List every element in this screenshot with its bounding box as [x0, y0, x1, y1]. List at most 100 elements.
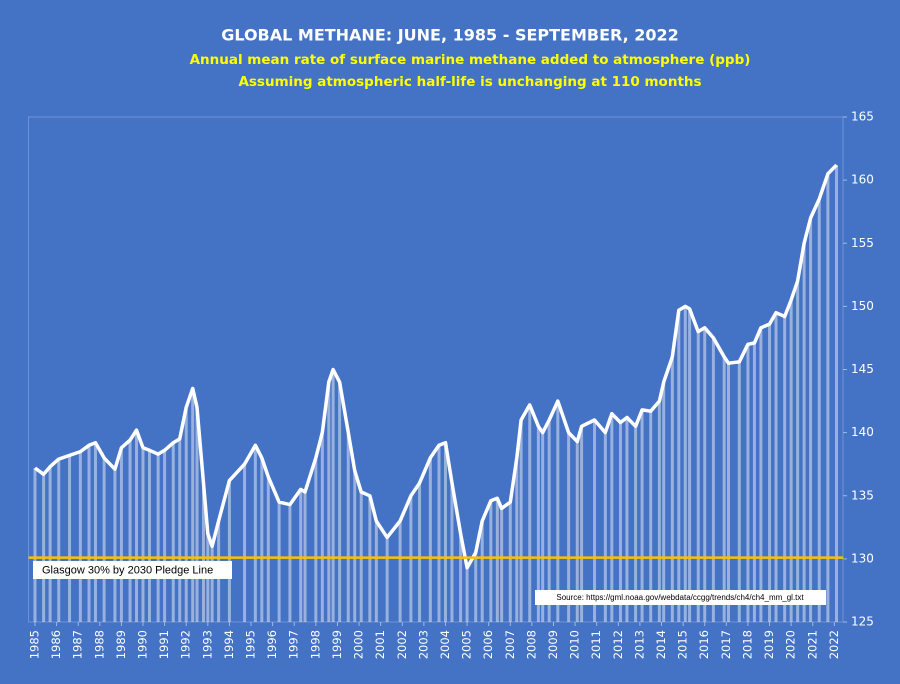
bar	[195, 407, 199, 622]
x-tick-label: 2020	[784, 630, 798, 659]
x-tick-label: 1996	[265, 630, 279, 659]
bar	[243, 464, 247, 622]
bar	[227, 480, 231, 622]
bar	[726, 363, 730, 622]
bar	[128, 440, 132, 622]
bar	[536, 426, 540, 622]
bar	[603, 432, 607, 622]
chart-subtitle: Annual mean rate of surface marine metha…	[190, 52, 751, 68]
y-tick-label: 135	[851, 488, 874, 502]
x-tick-label: 1999	[330, 630, 344, 659]
x-tick-label: 1993	[200, 630, 214, 659]
bar	[480, 521, 484, 622]
x-tick-label: 2004	[438, 630, 452, 659]
bar	[826, 173, 830, 622]
bar	[353, 470, 357, 622]
bar	[87, 445, 91, 622]
y-tick-label: 125	[851, 615, 874, 629]
x-tick-label: 2019	[762, 630, 776, 659]
bar	[817, 199, 821, 622]
y-tick-label: 140	[851, 425, 874, 439]
bar	[809, 218, 813, 622]
bar	[288, 504, 292, 622]
bar	[662, 382, 666, 622]
chart-title: GLOBAL METHANE: JUNE, 1985 - SEPTEMBER, …	[221, 26, 679, 45]
bar	[163, 450, 167, 622]
x-tick-label: 2001	[373, 630, 387, 659]
bar	[796, 281, 800, 622]
y-tick-label: 165	[851, 110, 874, 124]
bar	[640, 409, 644, 622]
x-tick-label: 2013	[632, 630, 646, 659]
bar	[33, 467, 37, 622]
x-tick-label: 2006	[481, 630, 495, 659]
bar	[141, 447, 145, 622]
y-tick-label: 160	[851, 173, 874, 187]
bar	[368, 495, 372, 622]
x-tick-label: 1995	[244, 630, 258, 659]
bar	[711, 337, 715, 622]
bar	[184, 407, 188, 622]
bar	[450, 483, 454, 622]
x-tick-label: 2016	[697, 630, 711, 659]
bar	[835, 164, 839, 622]
reference-label: Glasgow 30% by 2030 Pledge Line	[42, 564, 213, 576]
x-tick-label: 2021	[805, 630, 819, 659]
bar	[374, 521, 378, 622]
bar	[746, 344, 750, 622]
x-tick-label: 2000	[352, 630, 366, 659]
bar	[135, 430, 139, 622]
bar	[459, 533, 463, 622]
x-tick-label: 2014	[654, 630, 668, 659]
bar	[703, 327, 707, 622]
bar	[541, 432, 545, 622]
x-tick-label: 2007	[503, 630, 517, 659]
x-tick-label: 1989	[114, 630, 128, 659]
x-tick-label: 2003	[416, 630, 430, 659]
bar	[346, 432, 350, 622]
bar	[783, 316, 787, 622]
bar	[610, 413, 614, 622]
y-tick-label: 150	[851, 299, 874, 313]
bar	[670, 356, 674, 622]
bar	[495, 498, 499, 622]
bar	[657, 401, 661, 622]
bar	[437, 445, 441, 622]
bar	[260, 457, 264, 622]
bar	[737, 361, 741, 622]
x-tick-label: 2018	[740, 630, 754, 659]
x-tick-label: 1998	[308, 630, 322, 659]
chart-subtitle: Assuming atmospheric half-life is unchan…	[238, 74, 701, 90]
source-text: Source: https://gml.noaa.gov/webdata/ccg…	[556, 593, 804, 602]
bar	[556, 401, 560, 622]
bar	[48, 466, 52, 622]
series-line	[33, 163, 838, 570]
bar	[580, 426, 584, 622]
reference-label-box	[33, 561, 232, 579]
bar	[683, 306, 687, 622]
bar	[266, 476, 270, 622]
bar	[802, 243, 806, 622]
y-tick-label: 155	[851, 236, 874, 250]
bar	[774, 312, 778, 622]
bar	[634, 426, 638, 622]
bar	[299, 489, 303, 622]
bar	[768, 324, 772, 622]
bar	[547, 420, 551, 622]
bar	[409, 495, 413, 622]
bar	[625, 417, 629, 622]
bar	[465, 567, 469, 622]
x-tick-label: 1985	[27, 630, 41, 659]
x-tick-label: 1992	[179, 630, 193, 659]
bar	[443, 442, 447, 622]
bar	[428, 457, 432, 622]
x-tick-label: 2009	[546, 630, 560, 659]
bar	[519, 420, 523, 622]
x-tick-label: 2017	[719, 630, 733, 659]
bar	[119, 447, 123, 622]
bar	[253, 445, 257, 622]
bar	[593, 420, 597, 622]
bar	[567, 432, 571, 622]
